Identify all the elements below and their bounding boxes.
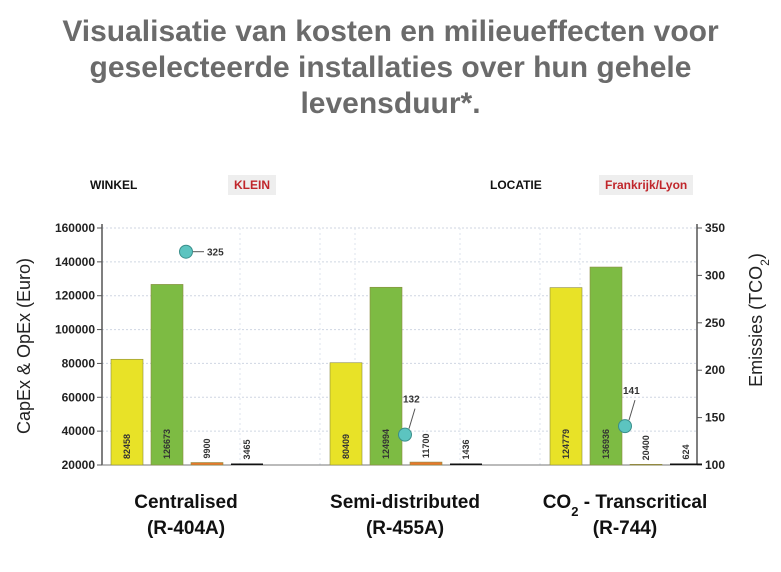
bar-2-1 [589,266,623,466]
location-value-badge: Frankrijk/Lyon [599,175,694,195]
left-tick-label-5: 120000 [55,289,95,303]
emission-label-0: 325 [207,248,224,259]
bar-0-3 [231,463,263,465]
emission-markers: 325 132 141 [179,244,640,442]
left-tick-label-7: 160000 [55,221,95,235]
right-axis-title: Emissies (TCO2) [746,253,772,387]
emission-marker-2 [618,419,632,434]
emission-marker-1 [398,427,412,442]
bar-value-label-2-3: 624 [681,444,691,459]
bar-2-0 [549,287,583,466]
bar-value-label-2-0: 124779 [561,429,571,459]
bar-1-2 [409,461,443,466]
right-tick-label-1: 150 [705,411,725,425]
right-axis-ticks: 100 150 200 250 300 350 [697,221,725,472]
left-tick-label-1: 40000 [62,424,96,438]
bars: 82458 126673 9900 3465 80409 124994 11700 1436 1… [110,266,702,466]
bar-value-label-2-1: 136936 [601,429,611,459]
bar-1-1 [369,286,403,466]
emission-label-1: 132 [403,395,420,406]
bar-0-0 [110,358,144,466]
bar-0-1 [150,284,184,466]
store-value-badge: KLEIN [228,175,276,195]
left-tick-label-6: 140000 [55,255,95,269]
left-tick-label-2: 60000 [62,390,96,404]
bar-value-label-1-2: 11700 [421,434,431,459]
category-sublabel-1: (R-455A) [366,518,444,539]
bar-value-label-1-0: 80409 [341,434,351,459]
bar-2-2 [629,464,663,466]
emission-label-2: 141 [623,386,640,397]
bar-value-label-0-2: 9900 [202,438,212,458]
left-axis-title: CapEx & OpEx (Euro) [14,258,34,434]
right-tick-label-5: 350 [705,221,725,235]
right-tick-label-2: 200 [705,363,725,377]
chart-title: Visualisatie van kosten en milieueffecte… [62,15,719,120]
bar-value-label-1-3: 1436 [461,439,471,459]
category-sublabel-0: (R-404A) [147,518,225,539]
emission-marker-0 [179,244,193,259]
location-label: LOCATIE [490,178,542,192]
right-tick-label-3: 250 [705,316,725,330]
bar-value-label-2-2: 20400 [641,435,651,460]
emission-leader-1 [408,408,416,429]
bar-value-label-1-1: 124994 [381,429,391,459]
bar-value-label-0-3: 3465 [242,439,252,459]
left-axis-ticks: 20000 40000 60000 80000 100000 120000 140000 16… [55,221,102,472]
bar-value-label-0-0: 82458 [122,434,132,459]
bar-0-2 [190,462,224,466]
left-tick-label-3: 80000 [62,356,96,370]
bar-value-label-0-1: 126673 [162,429,172,459]
category-labels: Centralised (R-404A) Semi-distributed (R-45… [134,492,707,539]
category-label-0: Centralised [134,492,237,513]
category-label-2: CO2 - Transcritical [543,492,708,519]
bar-2-3 [670,463,702,465]
bar-1-3 [450,463,482,465]
right-tick-label-0: 100 [705,458,725,472]
left-tick-label-0: 20000 [62,458,96,472]
emission-leader-2 [628,399,636,421]
category-sublabel-2: (R-744) [593,518,657,539]
category-label-1: Semi-distributed [330,492,480,513]
bar-1-0 [329,362,363,466]
left-tick-label-4: 100000 [55,323,95,337]
store-label: WINKEL [90,178,138,192]
right-tick-label-4: 300 [705,268,725,282]
